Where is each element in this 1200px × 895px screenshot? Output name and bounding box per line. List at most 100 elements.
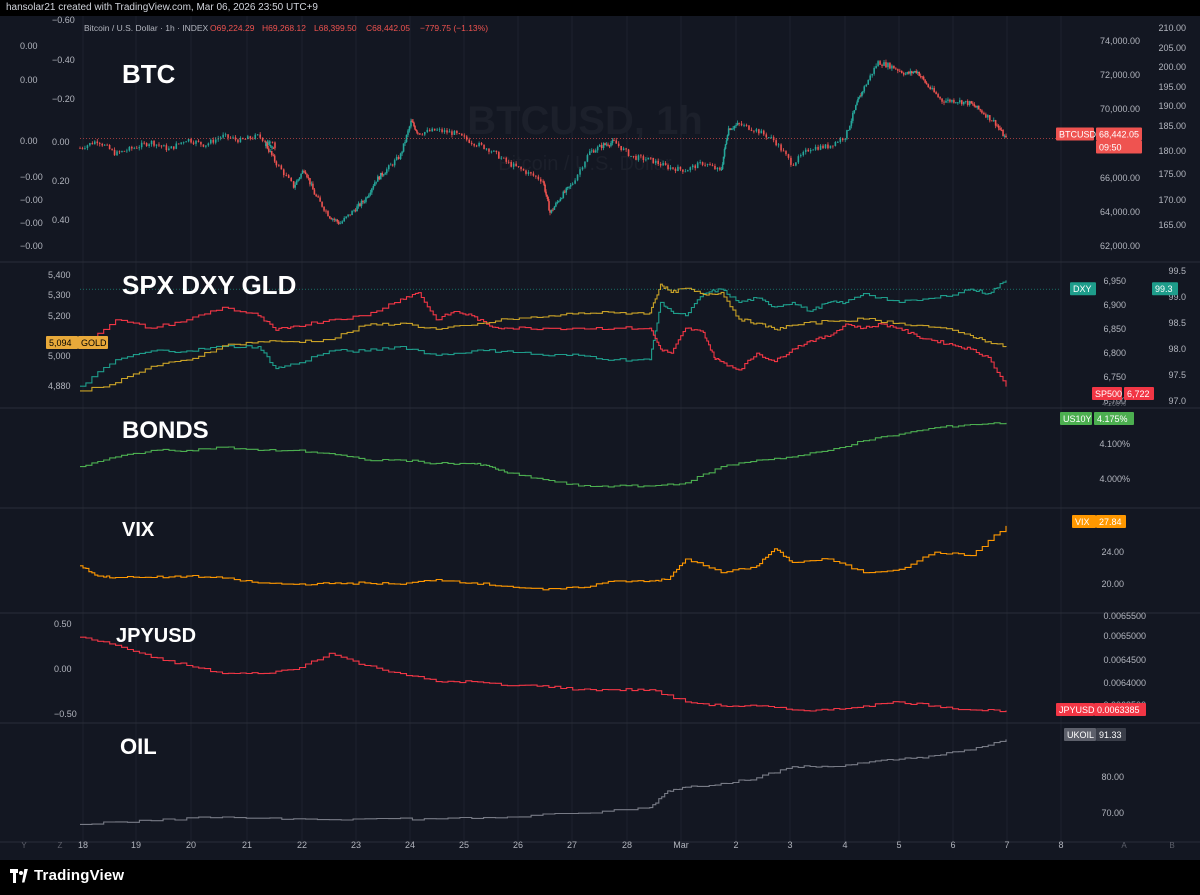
candle: [399, 152, 402, 161]
candle-body: [860, 95, 862, 97]
candle: [180, 142, 182, 145]
candle: [160, 145, 163, 149]
btc-price-tick: 66,000.00: [1100, 173, 1140, 183]
candle-body: [175, 143, 178, 149]
x-tick-label: 19: [131, 840, 141, 850]
candle: [417, 132, 419, 136]
candle: [847, 129, 850, 131]
candle-body: [345, 216, 347, 219]
candle-body: [366, 197, 369, 199]
candle: [824, 143, 827, 149]
candle-body: [684, 171, 687, 173]
candle-body: [207, 143, 210, 146]
candle: [904, 72, 907, 76]
candle: [535, 175, 537, 179]
candle-body: [116, 151, 118, 156]
candle-body: [989, 115, 991, 121]
candle: [704, 162, 706, 167]
vix-name-tag: VIX: [1072, 515, 1096, 528]
spx-name-tag-text: SP500: [1095, 389, 1122, 399]
candle-body: [550, 209, 553, 213]
candle: [304, 170, 307, 175]
btc-secondary-tick: 190.00: [1158, 101, 1186, 111]
tradingview-logo[interactable]: TradingView: [10, 867, 124, 884]
candle-body: [500, 157, 503, 159]
candle-body: [613, 140, 615, 142]
candle-body: [273, 155, 276, 162]
candle-body: [858, 97, 860, 100]
candle: [86, 144, 89, 151]
candle: [568, 186, 571, 190]
candle: [553, 205, 556, 210]
candle-body: [895, 68, 897, 70]
jpy-left-tick: 0.50: [54, 619, 72, 629]
tradingview-brand: TradingView: [34, 867, 125, 884]
candle: [84, 145, 86, 150]
candle-body: [278, 165, 280, 167]
legend-change: −779.75 (−1.13%): [420, 23, 488, 33]
candle: [968, 100, 971, 107]
candle: [295, 179, 298, 185]
candle: [265, 141, 267, 149]
candle-body: [792, 164, 795, 166]
candle-body: [214, 139, 217, 143]
candle-body: [399, 153, 402, 159]
dxy-name-tag-bg: [1070, 282, 1096, 296]
spx-left-tick: 5,400: [48, 270, 71, 280]
candle-body: [247, 136, 249, 140]
candle: [924, 79, 926, 84]
candle-body: [465, 136, 468, 140]
candle-body: [163, 145, 165, 147]
candle: [807, 147, 810, 152]
candle: [684, 168, 687, 173]
candle: [561, 197, 563, 200]
candle: [351, 210, 353, 216]
candle-body: [640, 155, 642, 157]
candle: [571, 182, 574, 186]
candle: [363, 199, 366, 204]
candle-body: [274, 147, 276, 149]
candle-body: [267, 148, 270, 152]
gold-name-tag-text: GOLD: [81, 338, 107, 348]
watermark-symbol: BTCUSD, 1h: [467, 99, 703, 143]
candle-body: [738, 123, 740, 124]
candle-body: [579, 169, 581, 175]
candle: [687, 169, 689, 172]
gold-value-tag-text: 5,094: [49, 338, 72, 348]
candle-body: [729, 128, 731, 130]
jpy-name-tag-text: JPYUSD: [1059, 705, 1095, 715]
candle: [899, 68, 901, 73]
chart-frame[interactable]: BTCUSD, 1h Bitcoin / U.S. Dollar 18 19 20 21…: [0, 16, 1200, 860]
candle: [431, 127, 434, 132]
candle-body: [522, 169, 525, 171]
candle-body: [438, 129, 441, 131]
candle: [306, 173, 308, 179]
candle: [261, 137, 264, 143]
x-tick-label: 27: [567, 840, 577, 850]
candle: [912, 71, 915, 75]
candle-body: [724, 144, 727, 149]
candle: [733, 125, 736, 131]
candle: [922, 75, 925, 81]
candle-body: [408, 126, 411, 131]
candle: [310, 181, 313, 187]
candle-body: [736, 123, 739, 125]
candle-body: [374, 182, 376, 186]
candle: [237, 138, 239, 144]
dxy-right-tick: 98.5: [1168, 318, 1186, 328]
x-tick-label: 24: [405, 840, 415, 850]
candle-body: [977, 105, 980, 110]
candle-body: [649, 157, 652, 159]
candle: [547, 196, 549, 202]
candle: [972, 101, 974, 106]
candle: [410, 118, 412, 129]
candle-body: [543, 181, 545, 185]
btc-symbol-tag: BTCUSD: [1056, 127, 1097, 141]
candle: [292, 180, 295, 189]
ukoil-value-tag-text: 91.33: [1099, 730, 1122, 740]
candle-body: [470, 142, 473, 144]
tradingview-icon: [10, 868, 28, 883]
candle: [126, 148, 128, 153]
candle-body: [310, 183, 313, 185]
